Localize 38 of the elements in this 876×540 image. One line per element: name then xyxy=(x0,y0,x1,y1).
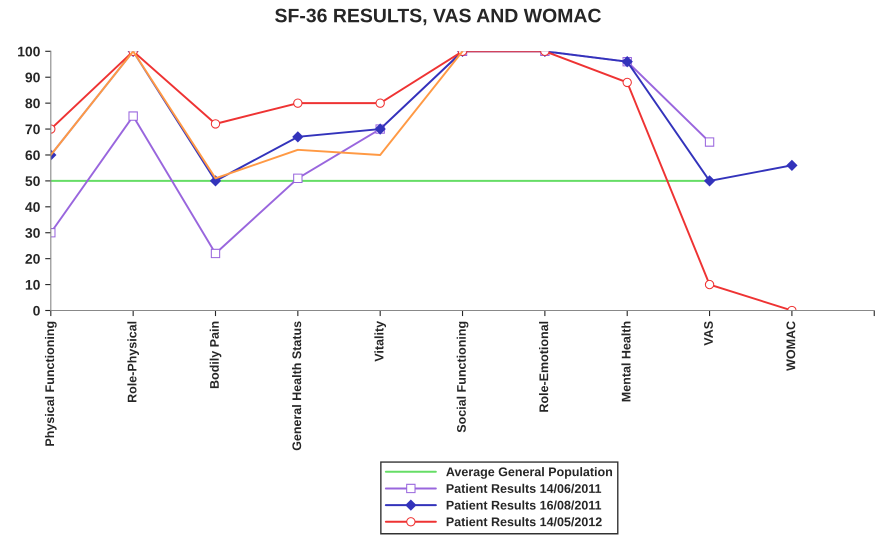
legend-label: Average General Population xyxy=(446,467,612,479)
x-tick-label: VAS xyxy=(704,321,713,346)
point xyxy=(210,119,220,129)
point xyxy=(375,98,385,108)
x-tick-label: Mental Health xyxy=(621,322,631,402)
legend-label: Patient Results 14/06/2011 xyxy=(446,484,602,494)
point xyxy=(292,131,304,142)
y-tick-label: 80 xyxy=(25,98,40,108)
y-tick-label: 100 xyxy=(18,46,40,56)
x-tick-label: Vitality xyxy=(374,320,386,362)
y-tick-label: 20 xyxy=(25,254,40,264)
y-tick-label: 50 xyxy=(25,176,40,186)
y-tick-label: 70 xyxy=(26,124,40,134)
y-tick-label: 0 xyxy=(33,306,40,316)
point xyxy=(704,137,714,147)
x-tick-label: Role-Emotional xyxy=(539,322,548,412)
point xyxy=(704,280,714,290)
x-tick-label: General Health Status xyxy=(292,321,302,450)
chart-title: SF-36 RESULTS, VAS AND WOMAC xyxy=(275,8,601,26)
x-tick-label: Bodily Pain xyxy=(210,322,222,388)
point xyxy=(293,174,303,183)
x-tick-label: Role-Physical xyxy=(127,322,139,402)
legend-label: Patient Results 16/08/2011 xyxy=(446,500,602,510)
point xyxy=(210,248,220,258)
x-tick-label: Physical Functioning xyxy=(44,322,57,446)
legend-label: Patient Results 14/05/2012 xyxy=(446,517,602,526)
y-tick-label: 10 xyxy=(26,280,40,290)
point xyxy=(293,98,303,108)
y-tick-label: 40 xyxy=(25,202,40,212)
y-tick-label: 30 xyxy=(25,228,40,238)
point xyxy=(704,175,715,186)
y-tick-label: 90 xyxy=(25,72,40,82)
x-tick-label: Social Functioning xyxy=(456,322,468,432)
point xyxy=(128,111,138,121)
point xyxy=(786,160,798,171)
x-tick-label: WOMAC xyxy=(786,321,796,371)
y-tick-label: 60 xyxy=(25,150,40,160)
point xyxy=(622,78,632,88)
